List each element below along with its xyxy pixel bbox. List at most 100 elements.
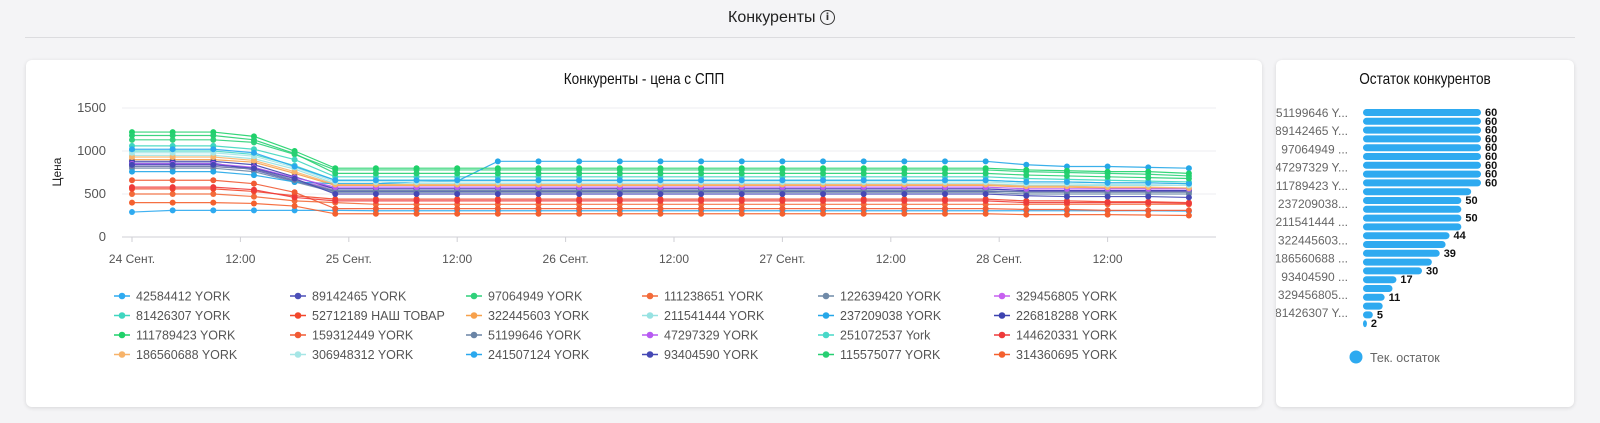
legend-marker [646,351,654,358]
data-point [901,177,908,184]
y-tick-label: 500 [84,186,106,201]
data-point [129,184,135,191]
legend-marker [822,331,830,339]
data-point [250,193,257,200]
legend-item: 52712189 НАШ ТОВАР [290,309,445,323]
data-point [169,184,176,191]
legend-item: 97064949 YORK [466,290,583,304]
data-point [291,207,298,214]
data-point [860,165,867,172]
y-axis-label: Цена [50,157,64,186]
stock-bar [1363,161,1481,169]
data-point [129,132,135,139]
price-chart-title: Конкуренты - цена с СПП [563,71,725,88]
legend-label: 52712189 НАШ ТОВАР [312,309,445,323]
stock-bar [1363,153,1481,160]
data-point [210,146,217,153]
legend-item: 237209038 YORK [818,309,942,323]
data-point [1104,211,1111,218]
data-point [779,191,786,197]
data-point [1185,170,1192,177]
data-point [291,194,298,201]
data-point [1185,207,1192,214]
data-point [332,165,339,172]
legend-label: 115575077 YORK [840,348,941,362]
bar-category-label: 211541444 ... [1276,215,1348,229]
data-point [982,210,989,217]
legend-label: 241507124 YORK [488,348,590,362]
legend-label: 226818288 YORK [1016,309,1118,323]
data-point [454,170,461,177]
bar-value-label: 30 [1426,265,1438,277]
stock-bar [1363,126,1481,134]
stock-bar [1363,109,1481,116]
data-point [657,158,664,165]
legend-label: 211541444 YORK [664,309,765,323]
data-point [1185,175,1192,182]
legend-marker [294,312,302,319]
data-point [901,170,908,177]
data-point [1023,166,1030,173]
data-point [860,210,867,217]
data-point [250,186,257,193]
data-point [738,205,745,212]
bar-value-label: 5 [1377,309,1383,321]
data-point [820,197,827,204]
data-point [169,136,176,143]
data-point [129,168,135,175]
data-point [291,150,298,157]
header-divider [25,37,1575,38]
legend-label: 111789423 YORK [136,329,236,343]
legend-label: Тек. остаток [1370,351,1440,365]
data-point [494,158,501,165]
data-point [616,177,623,184]
data-point [372,191,379,197]
data-point [942,191,948,197]
legend-label: 159312449 YORK [312,329,414,343]
legend-label: 47297329 YORK [664,329,759,343]
data-point [779,177,786,184]
legend-item: 89142465 YORK [290,290,407,304]
data-point [1145,212,1152,219]
data-point [1023,199,1030,206]
data-point [1104,168,1111,175]
legend-label: 144620331 YORK [1016,329,1118,343]
x-tick-label: 28 Сент. [976,252,1022,266]
bar-category-label: 81426307 Y... [1276,306,1348,320]
bar-value-label: 50 [1465,213,1477,225]
data-point [616,191,623,197]
info-circle-icon[interactable]: i [820,10,835,25]
data-point [698,205,705,212]
data-point [820,210,827,217]
stock-bar [1363,117,1481,125]
data-point [291,203,298,210]
legend-label: 97064949 YORK [488,290,583,304]
data-point [1104,199,1111,206]
data-point [616,158,623,165]
legend-item: 93404590 YORK [642,348,759,362]
data-point [250,200,257,207]
data-point [1104,173,1111,180]
data-point [779,197,786,204]
data-point [535,210,542,217]
legend-label: 186560688 YORK [136,348,238,362]
data-point [738,170,745,177]
stock-bar [1363,302,1383,310]
data-point [250,157,257,164]
bar-value-label: 60 [1485,160,1497,172]
data-point [129,199,135,206]
x-tick-label: 12:00 [1093,252,1123,266]
legend-item: 111789423 YORK [114,329,236,343]
section-title: Конкуренты [728,9,816,26]
legend-label: 237209038 YORK [840,309,942,323]
data-point [738,177,745,184]
stock-bar [1363,197,1462,204]
legend-item: 47297329 YORK [642,329,759,343]
legend-item: 322445603 YORK [466,309,590,323]
legend-item: 159312449 YORK [290,329,414,343]
series-group [129,191,1192,208]
y-tick-label: 0 [99,229,106,244]
data-point [332,210,339,217]
data-point [413,210,420,217]
series-group [129,184,1192,207]
